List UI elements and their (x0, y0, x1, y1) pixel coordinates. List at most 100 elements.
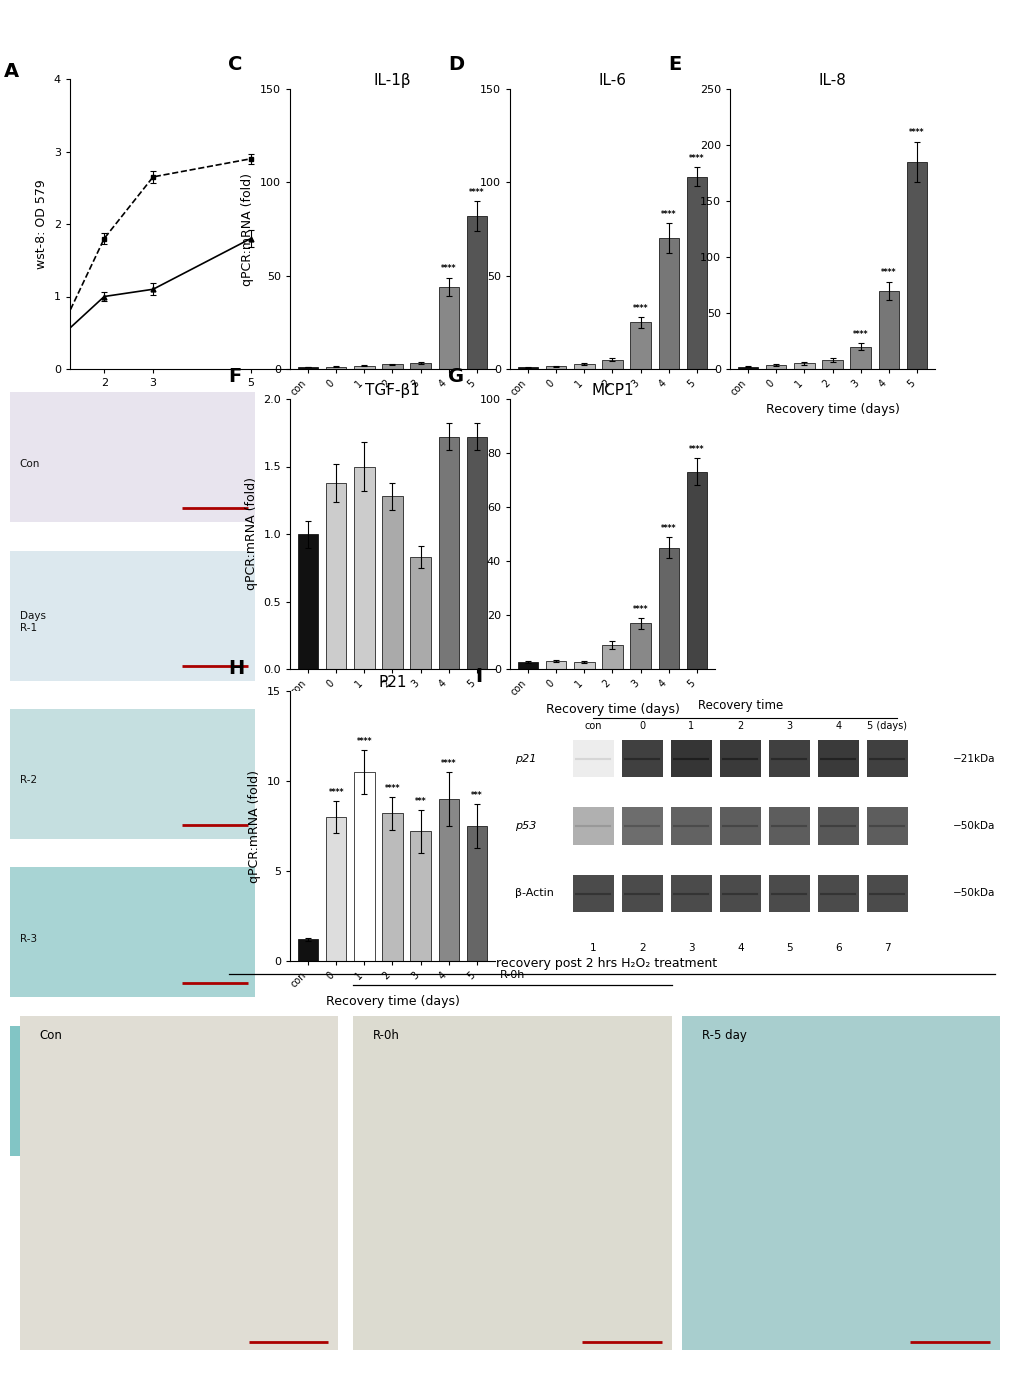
Title: TGF-β1: TGF-β1 (365, 383, 420, 397)
Text: 7: 7 (883, 943, 890, 953)
Bar (546, 660, 566, 669)
Bar (671, 874, 711, 912)
Text: H: H (228, 659, 245, 677)
Bar (877, 291, 898, 369)
Bar (686, 471, 706, 669)
Bar (354, 772, 374, 961)
Y-axis label: qPCR:mRNA (fold): qPCR:mRNA (fold) (249, 769, 261, 883)
Text: p53: p53 (515, 821, 536, 831)
Text: 0: 0 (639, 720, 645, 730)
Text: ***: *** (471, 792, 482, 800)
Text: p21: p21 (515, 754, 536, 764)
Text: Con: Con (19, 459, 40, 469)
Text: R-0h: R-0h (373, 1028, 399, 1041)
Bar (466, 825, 486, 961)
Bar (817, 740, 858, 778)
Bar (572, 740, 613, 778)
Bar (326, 367, 346, 369)
Bar (438, 799, 459, 961)
Bar (671, 807, 711, 845)
Bar (10, 551, 255, 680)
Text: ****: **** (357, 737, 372, 746)
Bar (622, 740, 662, 778)
Bar (10, 709, 255, 839)
Text: ***: *** (415, 797, 426, 806)
Text: E: E (667, 56, 681, 74)
Y-axis label: wst-8: OD 579: wst-8: OD 579 (36, 179, 48, 269)
Bar (671, 740, 711, 778)
Bar (466, 215, 486, 369)
Text: R-2: R-2 (19, 775, 37, 785)
Text: ****: **** (632, 604, 648, 614)
Bar (768, 874, 809, 912)
Bar (518, 367, 538, 369)
Text: 4: 4 (737, 943, 743, 953)
Title: IL-1β: IL-1β (373, 73, 411, 88)
Text: 4: 4 (835, 720, 841, 730)
Bar (866, 740, 907, 778)
Bar (410, 557, 430, 669)
Text: R-5: R-5 (19, 1093, 37, 1102)
Text: 5 (days): 5 (days) (866, 720, 907, 730)
Text: R-5 day: R-5 day (701, 1028, 746, 1041)
Bar (602, 360, 622, 369)
Text: ****: **** (384, 785, 399, 793)
Text: Con: Con (40, 1028, 62, 1041)
Text: ****: **** (688, 445, 704, 455)
Text: −21kDa: −21kDa (952, 754, 995, 764)
Bar (719, 874, 760, 912)
Text: 1: 1 (688, 720, 694, 730)
Bar (298, 939, 318, 961)
Bar (438, 287, 459, 369)
Bar (817, 807, 858, 845)
Bar (574, 364, 594, 369)
Text: A: A (4, 62, 19, 81)
Bar (353, 1016, 672, 1350)
Bar (572, 807, 613, 845)
Text: D: D (448, 56, 465, 74)
Text: ****: **** (469, 187, 484, 197)
Bar (354, 365, 374, 369)
Text: R-3: R-3 (19, 935, 37, 944)
Text: 2: 2 (638, 943, 645, 953)
Bar (574, 662, 594, 669)
Text: G: G (448, 367, 465, 386)
Text: ****: **** (660, 210, 676, 220)
Bar (382, 813, 403, 961)
Text: recovery post 2 hrs H₂O₂ treatment: recovery post 2 hrs H₂O₂ treatment (496, 957, 716, 970)
Bar (630, 322, 650, 369)
Bar (326, 483, 346, 669)
Bar (686, 176, 706, 369)
Text: −50kDa: −50kDa (952, 821, 995, 831)
Bar (572, 874, 613, 912)
Y-axis label: qPCR:mRNA (fold): qPCR:mRNA (fold) (245, 477, 258, 590)
Text: C: C (228, 56, 243, 74)
Bar (10, 867, 255, 997)
Text: ****: **** (880, 269, 896, 277)
Bar (518, 662, 538, 669)
Bar (410, 831, 430, 961)
Bar (850, 347, 870, 369)
Bar (382, 364, 403, 369)
Bar (602, 645, 622, 669)
X-axis label: Recovery time (days): Recovery time (days) (545, 403, 679, 416)
Bar (768, 807, 809, 845)
Text: ****: **** (852, 330, 867, 339)
Text: I: I (475, 667, 482, 686)
Text: Recovery time: Recovery time (697, 700, 783, 712)
Text: ****: **** (440, 758, 455, 768)
Bar (354, 466, 374, 669)
Text: F: F (228, 367, 242, 386)
Bar (622, 874, 662, 912)
Bar (817, 874, 858, 912)
Bar (794, 364, 814, 369)
Text: 6: 6 (835, 943, 841, 953)
Bar (681, 1016, 999, 1350)
Bar (466, 436, 486, 669)
Text: R-0h: R-0h (499, 970, 525, 979)
Title: IL-8: IL-8 (818, 73, 846, 88)
Bar (658, 547, 678, 669)
Bar (658, 238, 678, 369)
Bar (20, 1016, 338, 1350)
Bar (906, 162, 926, 369)
